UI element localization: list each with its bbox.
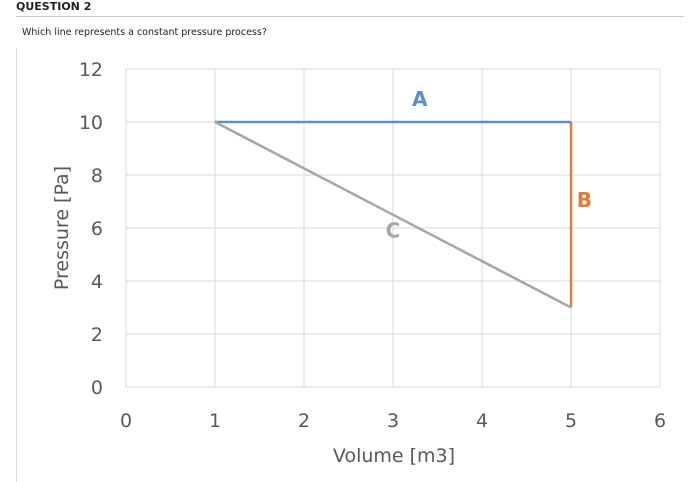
series-line-c	[214, 120, 572, 309]
question-header: QUESTION 2	[16, 0, 684, 17]
series-labels: A B C	[386, 87, 592, 242]
x-tick-label: 6	[654, 410, 666, 432]
x-tick-label: 3	[387, 410, 399, 432]
x-tick-label: 5	[565, 410, 577, 432]
x-tick-label: 0	[120, 410, 132, 432]
series-label-c: C	[386, 218, 401, 242]
y-tick-label: 6	[91, 218, 103, 240]
y-tick-label: 0	[91, 377, 103, 399]
y-tick-label: 10	[79, 112, 103, 134]
y-tick-label: 2	[91, 324, 103, 346]
series-label-a: A	[412, 87, 428, 111]
x-tick-label: 2	[298, 410, 310, 432]
question-prompt: Which line represents a constant pressur…	[22, 27, 267, 38]
x-axis-title: Volume [m3]	[333, 445, 455, 467]
y-tick-labels: 0 2 4 6 8 10 12	[79, 59, 103, 399]
y-tick-label: 8	[91, 165, 103, 187]
x-tick-labels: 0 1 2 3 4 5 6	[120, 410, 666, 432]
series-label-b: B	[577, 188, 592, 212]
x-tick-label: 1	[209, 410, 221, 432]
y-tick-label: 4	[91, 271, 103, 293]
y-axis-title: Pressure [Pa]	[51, 166, 73, 290]
y-tick-label: 12	[79, 59, 103, 81]
series-lines	[214, 120, 573, 309]
content-left-border	[16, 48, 17, 482]
x-tick-label: 4	[476, 410, 488, 432]
